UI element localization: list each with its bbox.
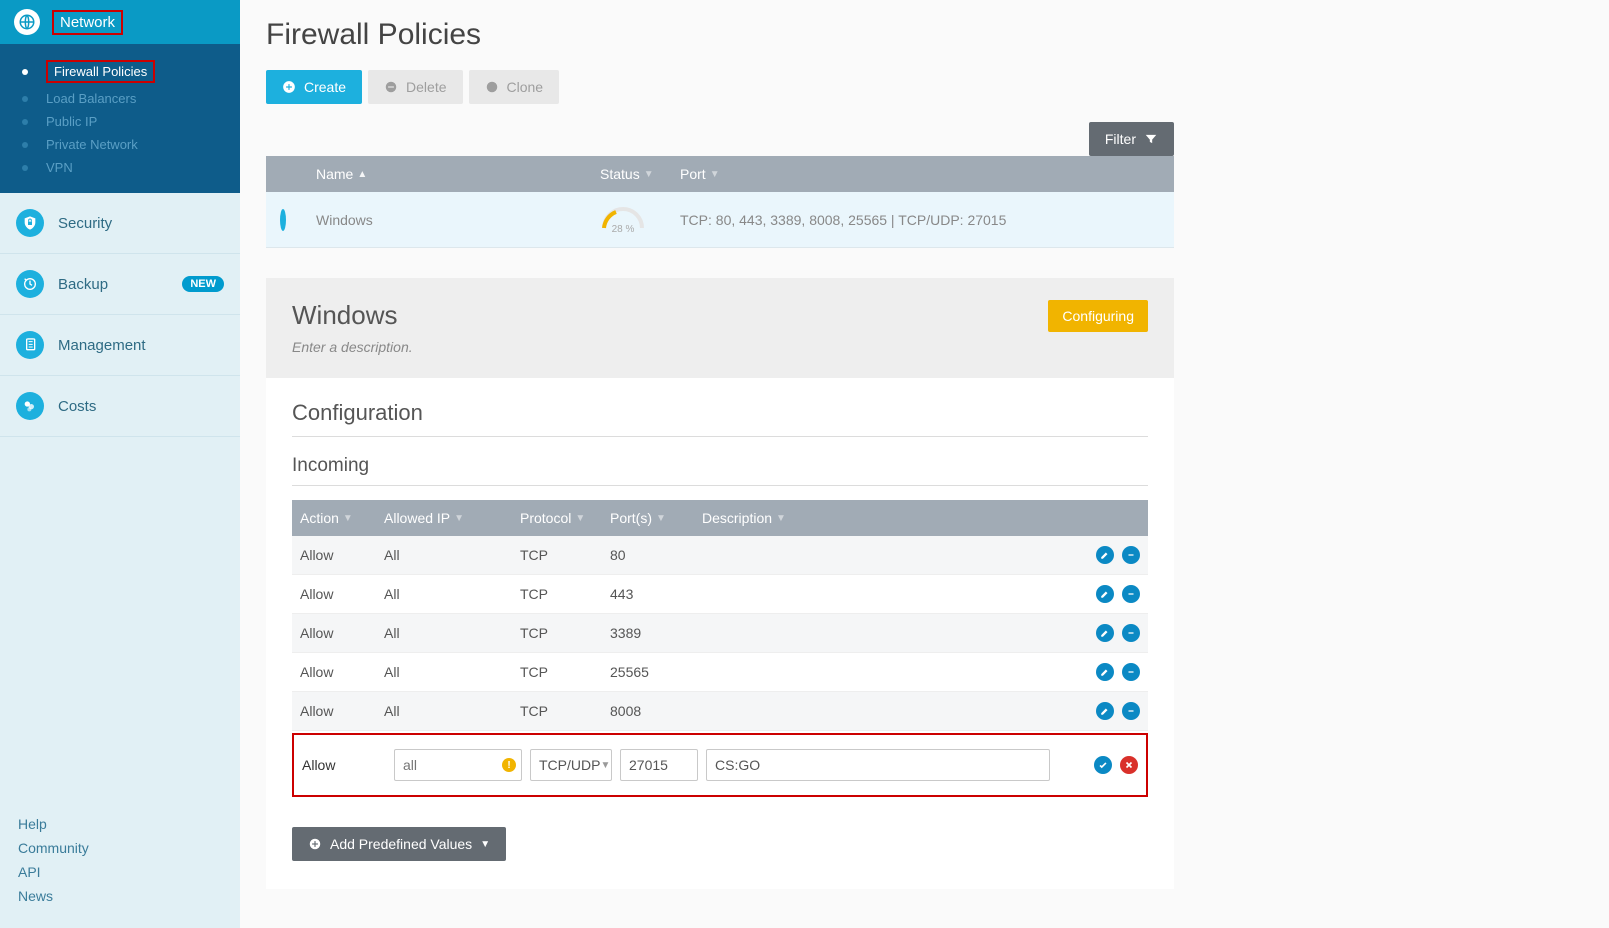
sidebar-row[interactable]: Security: [0, 193, 240, 254]
status-gauge: 28 %: [600, 217, 646, 233]
edit-rule-button[interactable]: [1096, 702, 1114, 720]
create-button-label: Create: [304, 79, 346, 95]
column-port[interactable]: Port▼: [680, 166, 1160, 182]
chevron-down-icon: ▼: [600, 760, 610, 771]
sidebar-footer: HelpCommunityAPINews: [0, 802, 240, 928]
rule-row: AllowAllTCP3389: [292, 614, 1148, 653]
row-ports: TCP: 80, 443, 3389, 8008, 25565 | TCP/UD…: [680, 212, 1160, 228]
status-badge: Configuring: [1048, 300, 1148, 332]
filter-icon: [1144, 132, 1158, 146]
remove-rule-button[interactable]: [1122, 663, 1140, 681]
rules-col-protocol[interactable]: Protocol▼: [520, 510, 610, 526]
edit-protocol-select[interactable]: TCP/UDP ▼: [530, 749, 612, 781]
rules-col-ports[interactable]: Port(s)▼: [610, 510, 702, 526]
sidebar-row-icon: [16, 209, 44, 237]
configuration-panel: Configuration Incoming Action▼ Allowed I…: [266, 377, 1174, 889]
detail-title: Windows: [292, 300, 413, 331]
detail-description-placeholder[interactable]: Enter a description.: [292, 339, 413, 355]
filter-button[interactable]: Filter: [1089, 122, 1174, 156]
row-name: Windows: [316, 212, 600, 228]
sidebar-row[interactable]: Costs: [0, 376, 240, 437]
remove-rule-button[interactable]: [1122, 546, 1140, 564]
remove-rule-button[interactable]: [1122, 585, 1140, 603]
subnav-item[interactable]: Private Network: [0, 133, 240, 156]
edit-description-input[interactable]: [706, 749, 1050, 781]
clone-button: Clone: [469, 70, 560, 104]
sidebar: Network Firewall PoliciesLoad BalancersP…: [0, 0, 240, 928]
sidebar-top: Network: [0, 0, 240, 44]
delete-button-label: Delete: [406, 79, 446, 95]
rules-col-ip[interactable]: Allowed IP▼: [384, 510, 520, 526]
edit-rule-button[interactable]: [1096, 624, 1114, 642]
delete-button: Delete: [368, 70, 462, 104]
configuration-title: Configuration: [292, 400, 1148, 437]
sidebar-row-icon: [16, 331, 44, 359]
sidebar-row-icon: [16, 270, 44, 298]
sidebar-section-network[interactable]: Network: [52, 10, 123, 35]
rule-row: AllowAllTCP80: [292, 536, 1148, 575]
column-name[interactable]: Name▲: [316, 166, 600, 182]
subnav-item[interactable]: Public IP: [0, 110, 240, 133]
create-button[interactable]: Create: [266, 70, 362, 104]
rule-row: AllowAllTCP443: [292, 575, 1148, 614]
add-predefined-label: Add Predefined Values: [330, 836, 472, 852]
rules-col-desc[interactable]: Description▼: [702, 510, 1060, 526]
subnav-item[interactable]: Firewall Policies: [0, 56, 240, 87]
edit-action: Allow: [302, 757, 386, 773]
sidebar-row[interactable]: Management: [0, 315, 240, 376]
plus-circle-icon: [308, 837, 322, 851]
ip-warning-icon: !: [502, 758, 516, 772]
network-icon: [14, 9, 40, 35]
policy-table-header: Name▲ Status▼ Port▼: [266, 156, 1174, 192]
rule-row: AllowAllTCP25565: [292, 653, 1148, 692]
confirm-rule-button[interactable]: [1094, 756, 1112, 774]
rules-table-header: Action▼ Allowed IP▼ Protocol▼ Port(s)▼ D…: [292, 500, 1148, 536]
subnav-item[interactable]: Load Balancers: [0, 87, 240, 110]
add-predefined-button[interactable]: Add Predefined Values ▼: [292, 827, 506, 861]
main: Firewall Policies Create Delete Clone Fi…: [240, 0, 1200, 928]
new-badge: NEW: [182, 276, 224, 292]
filter-button-label: Filter: [1105, 131, 1136, 147]
footer-link[interactable]: Community: [18, 836, 222, 860]
detail-panel: Windows Enter a description. Configuring: [266, 278, 1174, 377]
sidebar-row-icon: [16, 392, 44, 420]
chevron-down-icon: ▼: [480, 839, 490, 850]
subnav-item[interactable]: VPN: [0, 156, 240, 179]
footer-link[interactable]: Help: [18, 812, 222, 836]
edit-rule-button[interactable]: [1096, 585, 1114, 603]
column-status[interactable]: Status▼: [600, 166, 680, 182]
rule-row: AllowAllTCP8008: [292, 692, 1148, 731]
edit-rule-button[interactable]: [1096, 546, 1114, 564]
clone-button-label: Clone: [507, 79, 544, 95]
subnav: Firewall PoliciesLoad BalancersPublic IP…: [0, 44, 240, 193]
footer-link[interactable]: API: [18, 860, 222, 884]
policy-row[interactable]: Windows 28 % TCP: 80, 443, 3389, 8008, 2…: [266, 192, 1174, 248]
page-title: Firewall Policies: [266, 18, 1174, 52]
edit-rule-button[interactable]: [1096, 663, 1114, 681]
rules-col-action[interactable]: Action▼: [300, 510, 384, 526]
cancel-rule-button[interactable]: [1120, 756, 1138, 774]
sidebar-row[interactable]: BackupNEW: [0, 254, 240, 315]
toolbar: Create Delete Clone: [266, 70, 1174, 104]
incoming-title: Incoming: [292, 455, 1148, 486]
row-radio[interactable]: [280, 209, 286, 231]
footer-link[interactable]: News: [18, 884, 222, 908]
rule-edit-row: Allow ! TCP/UDP ▼: [292, 733, 1148, 797]
remove-rule-button[interactable]: [1122, 624, 1140, 642]
remove-rule-button[interactable]: [1122, 702, 1140, 720]
edit-ports-input[interactable]: [620, 749, 698, 781]
